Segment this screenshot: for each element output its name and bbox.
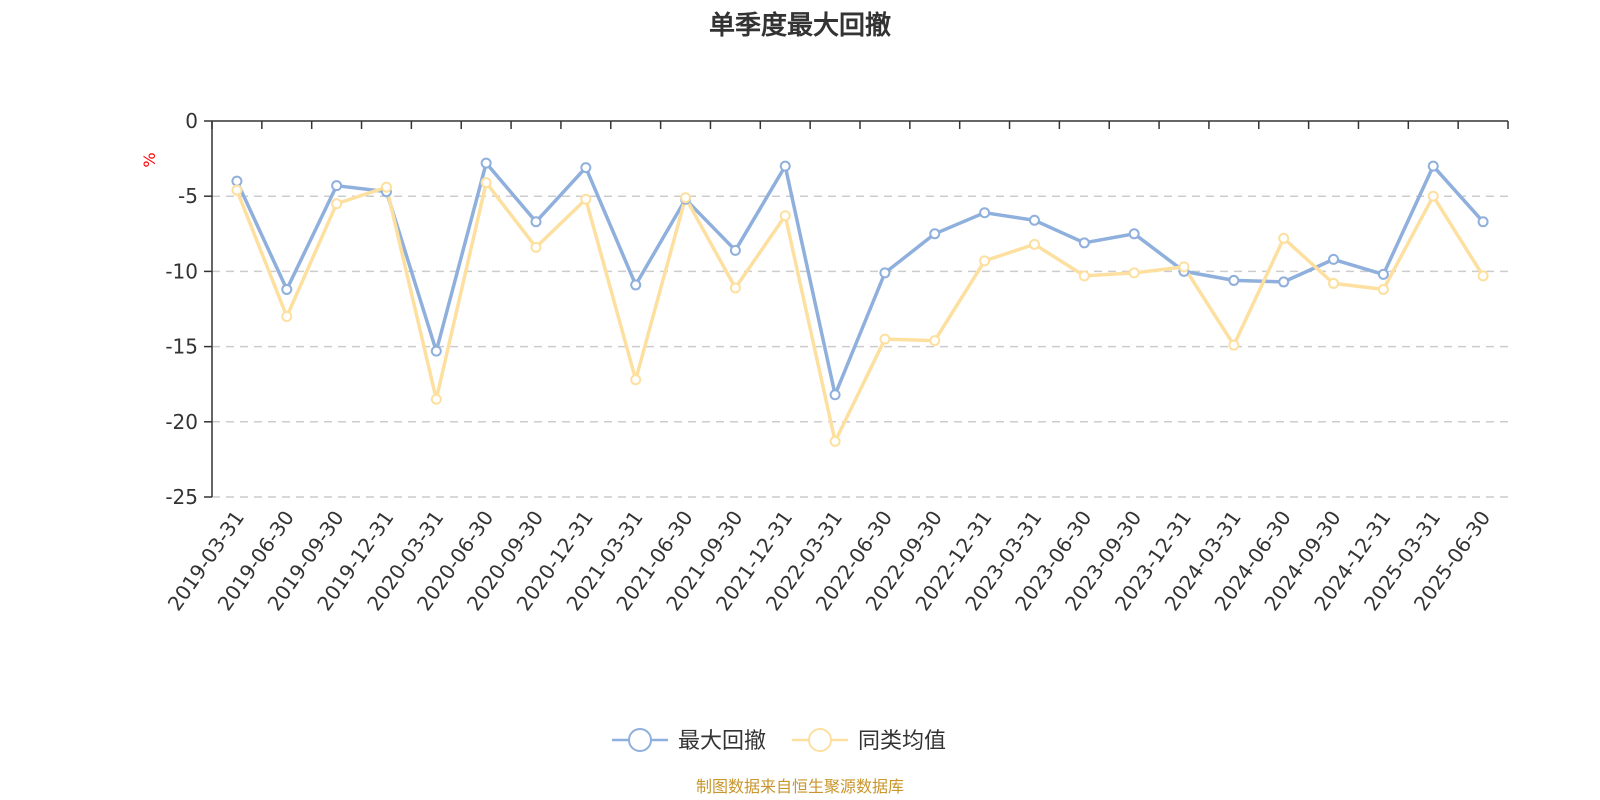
data-point-series-1[interactable] (630, 279, 642, 291)
data-point-series-1[interactable] (979, 207, 991, 219)
data-point-series-1[interactable] (879, 267, 891, 279)
data-point-series-2[interactable] (1078, 270, 1090, 282)
data-point-series-2[interactable] (1028, 238, 1040, 250)
legend-item-2[interactable]: 同类均值 (792, 728, 946, 754)
data-point-series-2[interactable] (1477, 270, 1489, 282)
data-point-series-2[interactable] (979, 255, 991, 267)
legend-item-1[interactable]: 最大回撤 (612, 728, 766, 754)
data-point-series-1[interactable] (929, 228, 941, 240)
data-point-series-2[interactable] (281, 311, 293, 323)
y-tick-label: -15 (165, 335, 198, 359)
data-point-series-1[interactable] (231, 175, 243, 187)
data-point-series-2[interactable] (879, 333, 891, 345)
legend-circle-icon (628, 728, 652, 752)
data-point-series-2[interactable] (630, 374, 642, 386)
data-point-series-1[interactable] (1377, 268, 1389, 280)
data-point-series-1[interactable] (530, 216, 542, 228)
chart-title: 单季度最大回撤 (709, 10, 891, 41)
source-note: 制图数据来自恒生聚源数据库 (696, 777, 904, 796)
data-point-series-1[interactable] (779, 160, 791, 172)
y-tick-labels: 0 -5 -10 -15 -20 -25 (165, 109, 198, 509)
data-point-series-1[interactable] (1328, 253, 1340, 265)
data-point-series-2[interactable] (929, 335, 941, 347)
data-point-series-2[interactable] (331, 198, 343, 210)
axes (204, 120, 1509, 498)
data-point-series-1[interactable] (729, 244, 741, 256)
data-point-series-1[interactable] (1278, 276, 1290, 288)
data-point-series-2[interactable] (231, 184, 243, 196)
legend-label: 最大回撤 (678, 729, 766, 754)
y-tick-label: -25 (165, 485, 198, 509)
legend-circle-icon (808, 728, 832, 752)
data-point-series-2[interactable] (1328, 277, 1340, 289)
data-point-series-1[interactable] (829, 389, 841, 401)
data-point-series-1[interactable] (1477, 216, 1489, 228)
data-point-series-2[interactable] (580, 193, 592, 205)
series-line-1 (235, 161, 1485, 397)
data-point-series-2[interactable] (1228, 339, 1240, 351)
data-point-series-2[interactable] (1128, 267, 1140, 279)
y-axis-unit: % (140, 152, 159, 167)
data-point-series-2[interactable] (779, 210, 791, 222)
legend[interactable]: 最大回撤 同类均值 (612, 728, 946, 754)
series-lines (235, 161, 1485, 444)
data-point-series-1[interactable] (480, 157, 492, 169)
data-point-series-2[interactable] (729, 282, 741, 294)
data-point-series-2[interactable] (680, 192, 692, 204)
data-point-series-1[interactable] (281, 283, 293, 295)
data-point-series-2[interactable] (1377, 283, 1389, 295)
y-tick-label: -5 (178, 184, 198, 208)
series-line-2 (235, 180, 1485, 444)
y-tick-label: -10 (165, 259, 198, 283)
y-tick-label: 0 (185, 109, 198, 133)
x-tick-labels: 2019-03-312019-06-302019-09-302019-12-31… (163, 506, 1495, 615)
data-point-series-1[interactable] (1028, 214, 1040, 226)
data-point-series-1[interactable] (1078, 237, 1090, 249)
data-point-series-2[interactable] (430, 393, 442, 405)
data-point-series-1[interactable] (331, 180, 343, 192)
data-point-series-2[interactable] (829, 435, 841, 447)
data-point-series-2[interactable] (1278, 232, 1290, 244)
grid-lines (212, 195, 1508, 498)
legend-label: 同类均值 (858, 729, 946, 754)
data-point-series-1[interactable] (1128, 228, 1140, 240)
data-point-series-1[interactable] (1427, 160, 1439, 172)
data-point-series-1[interactable] (580, 162, 592, 174)
data-point-series-2[interactable] (530, 241, 542, 253)
data-point-series-1[interactable] (1228, 274, 1240, 286)
y-tick-label: -20 (165, 410, 198, 434)
data-point-series-2[interactable] (1178, 261, 1190, 273)
data-point-series-1[interactable] (430, 345, 442, 357)
data-point-series-2[interactable] (380, 181, 392, 193)
series-points (231, 157, 1489, 447)
data-point-series-2[interactable] (480, 177, 492, 189)
data-point-series-2[interactable] (1427, 190, 1439, 202)
